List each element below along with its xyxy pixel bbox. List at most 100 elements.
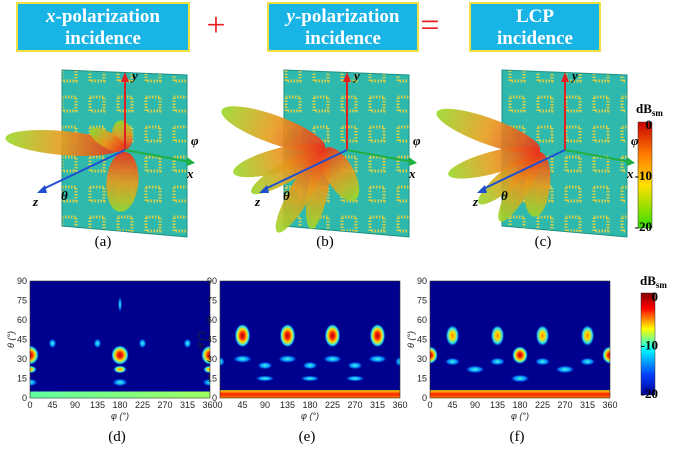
arrow: [187, 157, 195, 166]
intensity-spot: [324, 323, 341, 348]
colorbar: [640, 292, 656, 396]
intensity-spot: [93, 338, 102, 349]
header-text: incidence: [305, 28, 381, 49]
panel-label: (e): [299, 429, 316, 445]
y-tick-label: 15: [207, 374, 217, 384]
x-axis-label: φ (°): [301, 411, 319, 421]
x-tick-label: 225: [325, 400, 340, 410]
intensity-spot: [234, 323, 251, 348]
axis-label: x: [186, 166, 194, 181]
x-tick-label: 225: [535, 400, 550, 410]
header-text: LCP: [516, 6, 554, 27]
x-tick-label: 90: [260, 400, 270, 410]
colorbar-ticks: 0 -10 -20: [641, 289, 658, 401]
intensity-spot: [369, 323, 386, 348]
intensity-spot: [555, 365, 575, 374]
intensity-spot: [322, 355, 343, 363]
intensity-band: [30, 391, 210, 398]
intensity-spot: [232, 355, 253, 363]
y-tick-label: 90: [417, 276, 427, 286]
axis-x: [564, 149, 632, 163]
plot-frame: [29, 280, 211, 399]
x-tick-label: 135: [90, 400, 105, 410]
colorbar-tick-label: 0: [646, 117, 653, 132]
arrow: [561, 72, 569, 82]
x-tick-label: 0: [217, 400, 222, 410]
x-tick-label: 360: [202, 400, 217, 410]
intensity-spot: [535, 324, 550, 347]
colorbar-tick-label: -10: [635, 168, 652, 183]
y-tick-label: 90: [207, 276, 217, 286]
scattering-lobe: [436, 108, 541, 154]
axis-label: φ: [191, 133, 199, 148]
x-tick-label: 90: [470, 400, 480, 410]
intensity-spot: [203, 365, 210, 374]
intensity-spot: [255, 375, 275, 382]
intensity-spot: [279, 323, 296, 348]
scattering-lobe: [233, 143, 326, 178]
intensity-spot: [580, 324, 595, 347]
x-tick-label: 360: [602, 400, 617, 410]
intensity-spot: [510, 374, 530, 383]
render-panel: y x φ z θ (b): [221, 68, 421, 250]
x-tick-label: 90: [70, 400, 80, 410]
intensity-spot: [445, 324, 460, 347]
y-tick-label: 0: [422, 393, 427, 403]
intensity-spot: [490, 324, 505, 347]
axis-label: y: [570, 68, 578, 83]
intensity-spot: [489, 357, 506, 366]
x-tick-label: 0: [427, 400, 432, 410]
intensity-spot: [138, 338, 147, 349]
x-tick-label: 315: [580, 400, 595, 410]
x-tick-label: 45: [447, 400, 457, 410]
x-tick-label: 135: [280, 400, 295, 410]
header-box: [267, 2, 419, 52]
intensity-spot: [367, 355, 388, 363]
intensity-spot: [277, 355, 298, 363]
x-tick-label: 270: [157, 400, 172, 410]
arrow: [259, 185, 269, 193]
heatmap-field: [220, 281, 400, 398]
axis-z: [262, 149, 348, 191]
y-tick-label: 30: [17, 354, 27, 364]
panel-label: (f): [510, 429, 525, 445]
panel-label: (c): [535, 234, 552, 250]
intensity-band: [430, 390, 610, 398]
y-axis-label: θ (°): [6, 331, 16, 348]
header-text: x-polarization: [45, 6, 160, 27]
y-tick-label: 30: [207, 354, 217, 364]
x-axis-label: φ (°): [511, 411, 529, 421]
header-text: incidence: [497, 28, 573, 49]
x-axis-label: φ (°): [111, 411, 129, 421]
operator: =: [420, 7, 439, 44]
scattering-lobe: [89, 127, 126, 153]
intensity-spot: [30, 378, 38, 387]
intensity-spot: [534, 357, 551, 366]
panel-label: (a): [95, 234, 112, 250]
intensity-spot: [30, 365, 37, 374]
scattering-lobe: [251, 148, 326, 195]
axis-label: φ: [413, 133, 421, 148]
x-tick-label: 135: [490, 400, 505, 410]
axis-label: x: [626, 166, 634, 181]
intensity-spot: [345, 375, 365, 382]
axis-label: y: [352, 68, 360, 83]
intensity-spot: [112, 378, 128, 387]
arrow: [409, 157, 417, 166]
x-tick-label: 315: [180, 400, 195, 410]
header-box: [469, 2, 601, 52]
intensity-spot: [430, 346, 438, 365]
y-tick-label: 60: [17, 315, 27, 325]
intensity-spot: [465, 365, 485, 374]
panel-label: (b): [316, 234, 334, 250]
intensity-spot: [220, 356, 225, 367]
y-tick-label: 90: [17, 276, 27, 286]
header-text: incidence: [65, 28, 141, 49]
x-tick-label: 270: [557, 400, 572, 410]
intensity-spot: [48, 338, 57, 349]
arrow: [343, 72, 351, 82]
header-box: [16, 2, 190, 52]
y-tick-label: 0: [22, 393, 27, 403]
